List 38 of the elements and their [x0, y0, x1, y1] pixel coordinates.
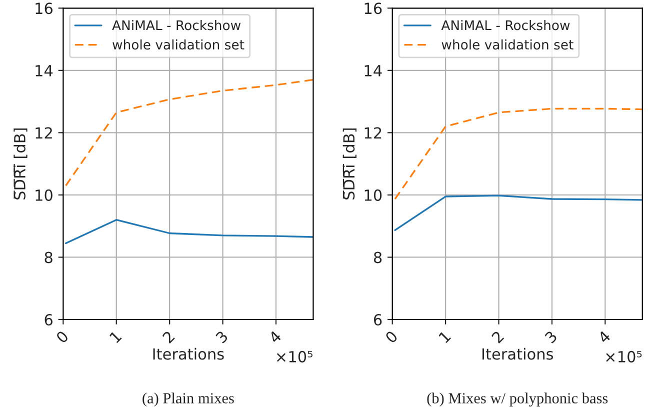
y-tick-label: 8 — [44, 252, 52, 264]
line-series — [394, 108, 642, 200]
y-axis-title: S̅D̅R̅i̅ [dB] — [14, 128, 28, 200]
y-tick-label: 12 — [36, 127, 52, 138]
x-tick-label: 1 — [438, 330, 451, 344]
y-tick-label: 14 — [364, 65, 382, 76]
y-axis-title: S̅D̅R̅i̅ [dB] — [342, 128, 356, 200]
y-tick-label: 12 — [364, 127, 382, 138]
text: (a) Plain mixes — [142, 392, 234, 407]
line-series — [65, 78, 314, 186]
x-tick-label: 3 — [544, 330, 558, 344]
x-tick-label: 4 — [268, 330, 282, 344]
y-tick-label: 10 — [36, 189, 52, 201]
y-tick-label: 8 — [374, 252, 382, 264]
x-tick-label: 4 — [597, 330, 611, 344]
line-series — [394, 194, 642, 231]
legend-label: whole validation set — [442, 39, 574, 50]
line-series — [65, 219, 314, 244]
y-tick-label: 16 — [364, 2, 382, 14]
x-tick-label: 3 — [215, 330, 228, 344]
y-tick-label: 14 — [36, 65, 53, 76]
text: ×10⁵ — [276, 350, 312, 362]
y-tick-label: 6 — [44, 314, 52, 326]
y-tick-label: 6 — [374, 314, 382, 326]
legend-label: whole validation set — [112, 39, 244, 50]
x-tick-label: 2 — [162, 330, 175, 344]
x-tick-label: 0 — [384, 330, 398, 344]
text: ×10⁵ — [606, 350, 642, 362]
x-tick-label: 1 — [109, 330, 122, 344]
y-tick-label: 10 — [364, 189, 382, 201]
x-tick-label: 2 — [491, 330, 504, 344]
legend-label: ANiMAL - Rockshow — [441, 20, 570, 30]
text: (b) Mixes w/ polyphonic bass — [427, 392, 608, 407]
y-tick-label: 16 — [36, 2, 52, 14]
x-tick-label: 0 — [55, 330, 70, 344]
x-axis-title: Iterations — [482, 348, 554, 360]
legend-label: ANiMAL - Rockshow — [112, 20, 241, 30]
x-axis-title: Iterations — [153, 348, 224, 360]
